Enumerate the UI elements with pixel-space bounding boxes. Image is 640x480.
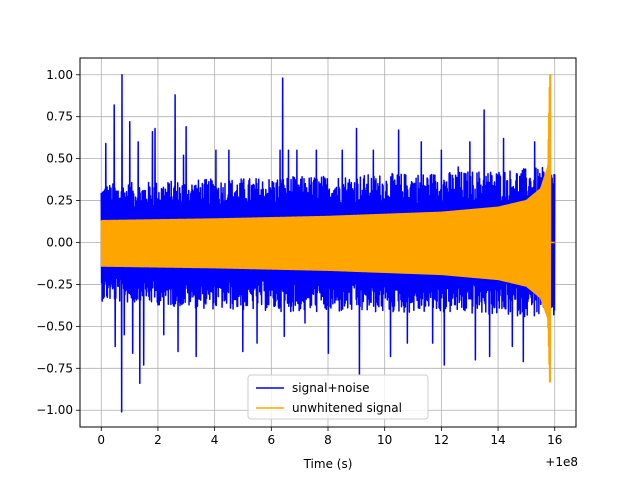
x-tick-label: 0 bbox=[97, 433, 105, 447]
y-tick-label: 1.00 bbox=[46, 68, 73, 82]
legend-label-signal-noise: signal+noise bbox=[292, 381, 369, 395]
x-tick-label: 2 bbox=[154, 433, 162, 447]
x-tick-label: 10 bbox=[377, 433, 392, 447]
y-tick-label: −1.00 bbox=[36, 403, 73, 417]
y-tick-label: −0.75 bbox=[36, 361, 73, 375]
x-tick-label: 14 bbox=[490, 433, 505, 447]
x-tick-label: 8 bbox=[324, 433, 332, 447]
y-axis: −1.00 −0.75 −0.50 −0.25 0.00 0.25 0.50 0.75 1.00 bbox=[36, 68, 80, 417]
x-axis-label: Time (s) bbox=[303, 457, 353, 471]
legend-label-unwhitened-signal: unwhitened signal bbox=[292, 401, 402, 415]
x-axis-offset-label: +1e8 bbox=[545, 455, 578, 469]
y-tick-label: −0.25 bbox=[36, 277, 73, 291]
x-tick-label: 6 bbox=[267, 433, 275, 447]
series-unwhitened-signal bbox=[100, 74, 555, 383]
x-tick-label: 12 bbox=[434, 433, 449, 447]
y-tick-label: 0.00 bbox=[46, 236, 73, 250]
x-tick-label: 4 bbox=[211, 433, 219, 447]
y-tick-label: 0.25 bbox=[46, 194, 73, 208]
x-tick-label: 16 bbox=[547, 433, 562, 447]
legend: signal+noise unwhitened signal bbox=[247, 374, 429, 420]
y-tick-label: −0.50 bbox=[36, 319, 73, 333]
series-line-unwhitened-signal bbox=[100, 74, 555, 383]
x-axis: 0 2 4 6 8 10 12 14 16 bbox=[97, 427, 562, 447]
legend-box bbox=[247, 374, 429, 420]
y-tick-label: 0.75 bbox=[46, 110, 73, 124]
y-tick-label: 0.50 bbox=[46, 152, 73, 166]
